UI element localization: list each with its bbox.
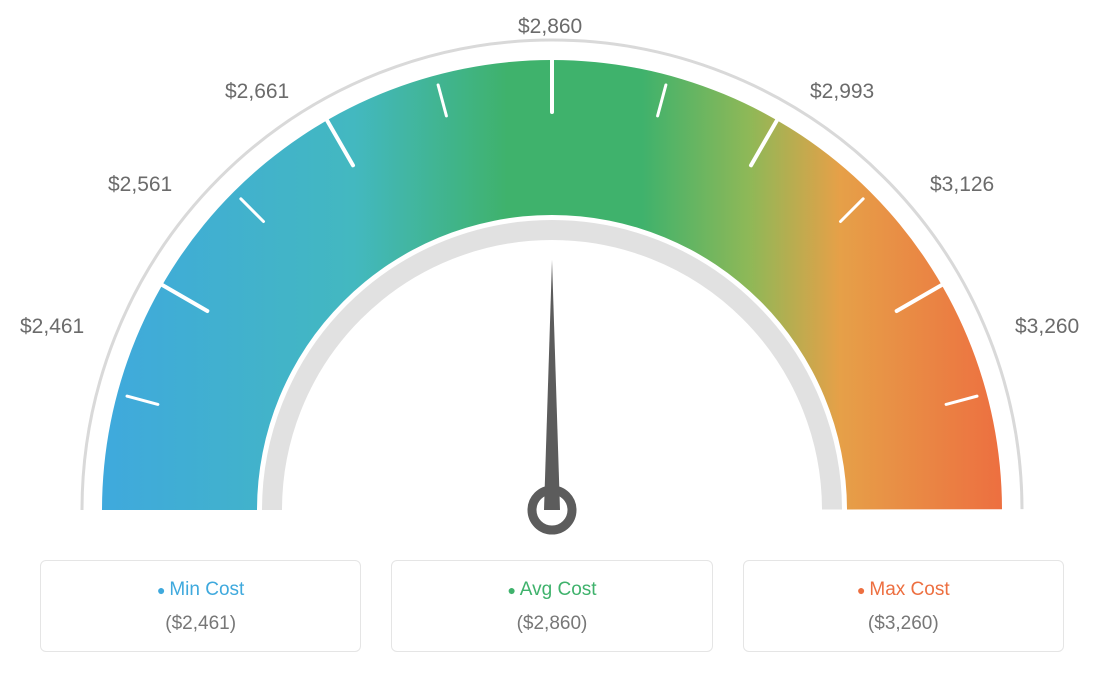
- gauge-tick-label: $2,561: [108, 173, 172, 197]
- gauge-tick-label: $2,461: [20, 315, 84, 339]
- legend-row: Min Cost ($2,461) Avg Cost ($2,860) Max …: [0, 560, 1104, 652]
- legend-avg-title: Avg Cost: [402, 579, 701, 601]
- gauge-tick-label: $2,993: [810, 80, 874, 104]
- legend-card-min: Min Cost ($2,461): [40, 560, 361, 652]
- legend-max-title: Max Cost: [754, 579, 1053, 601]
- gauge-tick-label: $2,661: [225, 80, 289, 104]
- gauge-tick-label: $3,260: [1015, 315, 1079, 339]
- gauge-svg: [0, 0, 1104, 560]
- gauge-tick-label: $3,126: [930, 173, 994, 197]
- legend-min-value: ($2,461): [51, 613, 350, 635]
- gauge-chart: $2,461 $2,561 $2,661 $2,860 $2,993 $3,126 $3,2…: [0, 0, 1104, 560]
- legend-min-title: Min Cost: [51, 579, 350, 601]
- legend-max-value: ($3,260): [754, 613, 1053, 635]
- legend-card-max: Max Cost ($3,260): [743, 560, 1064, 652]
- gauge-tick-label: $2,860: [518, 15, 582, 39]
- legend-card-avg: Avg Cost ($2,860): [391, 560, 712, 652]
- legend-avg-value: ($2,860): [402, 613, 701, 635]
